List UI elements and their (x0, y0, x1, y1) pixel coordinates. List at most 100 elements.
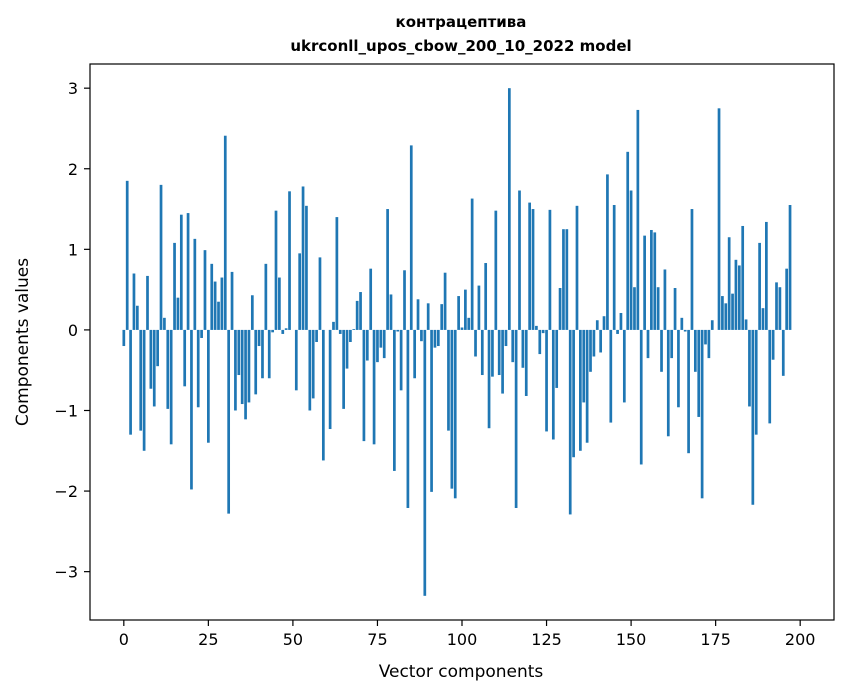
bar-99 (457, 296, 460, 330)
bar-54 (305, 205, 308, 330)
y-tick-label: 0 (68, 321, 78, 340)
bar-137 (585, 329, 589, 443)
bar-89 (423, 329, 427, 596)
bar-169 (693, 329, 697, 372)
bar-151 (633, 287, 636, 330)
bar-3 (132, 273, 136, 330)
y-tick-label: −2 (54, 482, 78, 501)
bar-176 (717, 108, 721, 330)
bar-139 (592, 329, 596, 357)
bar-160 (663, 269, 667, 330)
bar-105 (477, 285, 481, 330)
bar-12 (163, 317, 166, 330)
bar-71 (362, 329, 366, 442)
bar-13 (166, 329, 170, 409)
bar-166 (683, 329, 687, 332)
bar-187 (754, 329, 758, 435)
bar-193 (775, 282, 778, 330)
bar-8 (149, 329, 153, 389)
bar-108 (487, 329, 491, 429)
bar-133 (572, 329, 575, 458)
bar-26 (210, 263, 214, 330)
bar-116 (514, 329, 518, 508)
bar-141 (599, 329, 603, 353)
bar-179 (727, 237, 731, 330)
bar-6 (142, 329, 146, 451)
bar-11 (159, 184, 163, 330)
bar-118 (521, 329, 525, 368)
bar-180 (731, 293, 734, 330)
bar-131 (565, 229, 569, 330)
bar-70 (359, 292, 362, 330)
bar-38 (250, 295, 254, 330)
bar-148 (622, 329, 626, 403)
y-tick-label: 2 (68, 160, 78, 179)
bar-93 (436, 329, 440, 347)
bar-95 (443, 272, 447, 330)
bar-121 (531, 209, 535, 330)
bar-15 (173, 242, 176, 330)
x-tick-label: 125 (531, 630, 562, 649)
bar-161 (666, 329, 670, 437)
bar-21 (193, 238, 197, 330)
bar-104 (474, 329, 477, 357)
bar-142 (602, 316, 606, 330)
bar-119 (524, 329, 528, 396)
bar-84 (406, 329, 410, 508)
bar-120 (528, 202, 531, 330)
bar-58 (318, 257, 322, 330)
bar-4 (135, 305, 139, 330)
bar-190 (765, 221, 768, 330)
x-tick-label: 200 (785, 630, 816, 649)
bar-53 (301, 186, 305, 330)
bar-168 (690, 209, 694, 330)
bar-92 (433, 329, 437, 348)
bar-36 (244, 329, 247, 420)
bar-135 (579, 329, 582, 451)
y-tick-label: −3 (54, 563, 78, 582)
bar-181 (734, 259, 738, 330)
bar-106 (480, 329, 484, 376)
bar-77 (382, 329, 386, 359)
bar-100 (460, 327, 464, 330)
bar-61 (328, 329, 332, 430)
bar-46 (278, 277, 281, 330)
bar-130 (562, 229, 565, 330)
bar-9 (152, 329, 156, 407)
bar-156 (650, 229, 653, 330)
bar-5 (139, 329, 143, 431)
bar-115 (511, 329, 515, 363)
plot-area-frame (89, 63, 835, 621)
bar-126 (548, 209, 552, 330)
bar-23 (200, 329, 203, 338)
bar-124 (541, 329, 545, 334)
bar-98 (453, 329, 457, 499)
bar-165 (680, 317, 684, 330)
bar-66 (345, 329, 349, 369)
bar-90 (426, 303, 430, 330)
bar-62 (332, 321, 335, 330)
bar-122 (535, 325, 538, 330)
bar-162 (670, 329, 674, 359)
bar-188 (758, 242, 761, 330)
bar-132 (568, 329, 572, 515)
bar-127 (551, 329, 555, 440)
bar-81 (396, 329, 400, 332)
bar-185 (748, 329, 751, 407)
bar-19 (186, 213, 190, 330)
bar-178 (724, 303, 728, 330)
bar-109 (491, 329, 494, 377)
bar-154 (643, 235, 646, 330)
bar-57 (315, 329, 318, 342)
bar-45 (274, 210, 278, 330)
bar-170 (697, 329, 701, 417)
bar-196 (785, 268, 789, 330)
bar-27 (213, 281, 217, 330)
bar-34 (237, 329, 241, 376)
bar-64 (338, 329, 342, 334)
bar-177 (721, 296, 724, 330)
bar-18 (183, 329, 187, 387)
bar-163 (673, 288, 677, 330)
bar-171 (700, 329, 704, 499)
